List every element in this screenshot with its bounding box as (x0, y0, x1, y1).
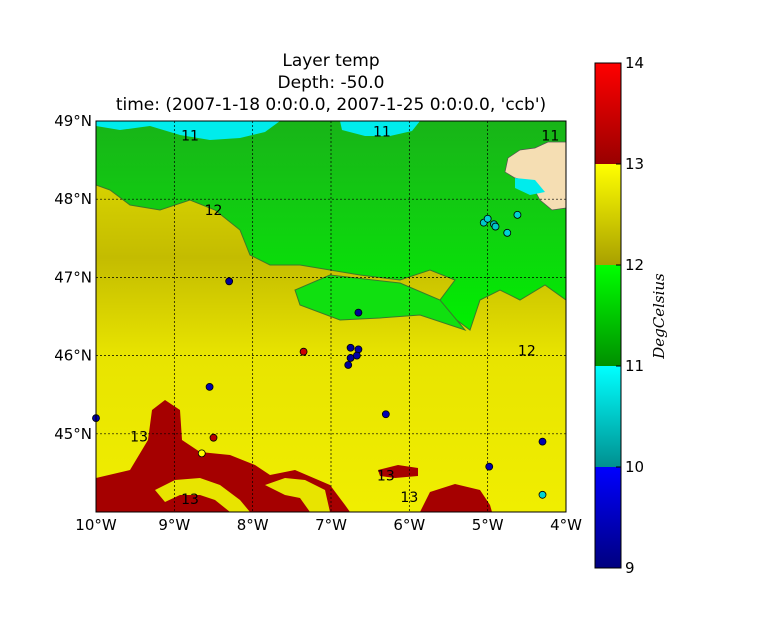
colorbar-frame (594, 62, 622, 569)
colorbar-tick-label: 11 (625, 357, 644, 375)
observation-point (483, 214, 492, 223)
x-tick-label: 5°W (472, 516, 504, 534)
observation-point (346, 343, 355, 352)
x-tick-label: 9°W (158, 516, 190, 534)
x-tick-label: 8°W (237, 516, 269, 534)
observation-point (491, 222, 500, 231)
contour-labels: 11 11 11 12 12 13 13 13 13 (130, 125, 559, 509)
land-brittany (504, 141, 566, 211)
contour-label: 11 (181, 129, 199, 145)
observation-point (354, 308, 363, 317)
colorbar-band (595, 265, 621, 366)
observation-point (538, 490, 547, 499)
x-tick-label: 4°W (550, 516, 582, 534)
colorbar-label: DegCelsius (650, 273, 668, 360)
colorbar-band (595, 366, 621, 467)
x-tick-label: 10°W (75, 516, 117, 534)
colorbar-band (595, 63, 621, 164)
cyan-coast-patch (515, 178, 545, 195)
observation-point (354, 345, 363, 354)
chart-title-line-1: Layer temp (282, 51, 380, 71)
x-tick-label: 7°W (315, 516, 347, 534)
colorbar-tick-label: 12 (625, 256, 644, 274)
y-tick-label: 47°N (54, 268, 92, 286)
red-patch-small (378, 465, 418, 478)
y-axis-ticks: 45°N 46°N 47°N 48°N 49°N (54, 112, 92, 443)
red-region-se (420, 484, 492, 512)
colorbar (594, 62, 622, 569)
green-patch-mid (294, 274, 467, 332)
observation-point (209, 433, 218, 442)
map-frame (95, 120, 567, 513)
observation-point (197, 449, 206, 458)
cyan-region-n (340, 121, 420, 136)
observation-point (352, 351, 361, 360)
colorbar-tick-label: 13 (625, 155, 644, 173)
contour-label: 13 (130, 430, 148, 446)
observation-point (299, 347, 308, 356)
yellow-cut-in-red-2 (265, 478, 330, 512)
contour-label: 12 (205, 203, 223, 219)
observation-points (92, 210, 547, 499)
chart-title-line-2: Depth: -50.0 (277, 73, 385, 93)
chart-title-line-3: time: (2007-1-18 0:0:0.0, 2007-1-25 0:0:… (115, 95, 547, 115)
colorbar-tick-label: 9 (625, 559, 635, 577)
y-tick-label: 48°N (54, 190, 92, 208)
x-tick-label: 6°W (393, 516, 425, 534)
observation-point (225, 277, 234, 286)
colorbar-band (595, 467, 621, 568)
y-tick-label: 46°N (54, 347, 92, 365)
y-tick-label: 49°N (54, 112, 92, 130)
observation-point (485, 462, 494, 471)
observation-point (503, 228, 512, 237)
contour-label: 13 (377, 469, 395, 485)
colorbar-ticks: 9 10 11 12 13 14 (616, 54, 644, 577)
observation-point (538, 437, 547, 446)
contour-label: 11 (541, 129, 559, 145)
colorbar-tick-label: 14 (625, 54, 644, 72)
contour-label: 11 (373, 125, 391, 141)
colorbar-band (595, 164, 621, 265)
observation-point (205, 382, 214, 391)
yellow-cut-in-red (155, 478, 250, 512)
x-axis-ticks: 10°W 9°W 8°W 7°W 6°W 5°W 4°W (75, 516, 582, 534)
contour-label: 13 (181, 492, 199, 508)
y-tick-label: 45°N (54, 425, 92, 443)
observation-point (513, 210, 522, 219)
cyan-region-nw (96, 121, 280, 140)
observation-point (381, 410, 390, 419)
colorbar-tick-label: 10 (625, 458, 644, 476)
contour-label: 12 (518, 344, 536, 360)
contour-label: 13 (400, 490, 418, 506)
observation-point (344, 361, 353, 369)
